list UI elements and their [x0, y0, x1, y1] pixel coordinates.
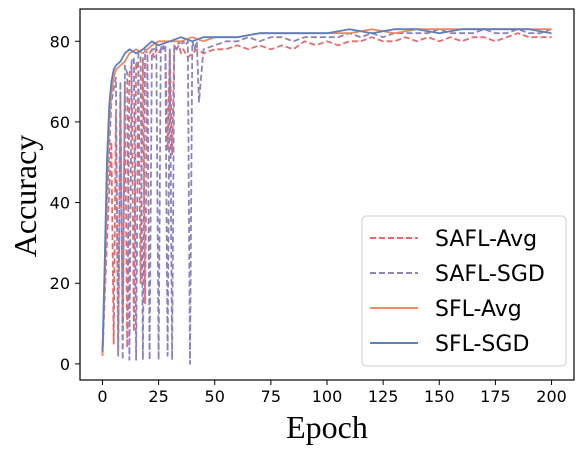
legend-label-sfl-avg: SFL-Avg: [435, 297, 522, 322]
x-tick-label: 75: [261, 387, 281, 406]
y-axis-title: Accuracy: [7, 135, 43, 258]
x-axis: 0 25 50 75 100 125 150 175 200: [97, 380, 567, 406]
y-tick-label: 80: [50, 32, 70, 51]
x-tick-label: 25: [148, 387, 168, 406]
legend: SAFL-Avg SAFL-SGD SFL-Avg SFL-SGD: [361, 215, 567, 367]
x-tick-label: 100: [312, 387, 343, 406]
y-tick-label: 0: [60, 355, 70, 374]
x-tick-label: 50: [205, 387, 225, 406]
series-line-sfl-avg: [101, 28, 552, 356]
y-axis: 0 20 40 60 80: [50, 32, 80, 374]
legend-label-safl-avg: SAFL-Avg: [435, 227, 537, 252]
legend-label-safl-sgd: SAFL-SGD: [435, 262, 545, 287]
series-line-sfl-sgd: [101, 28, 552, 352]
x-tick-label: 200: [536, 387, 567, 406]
legend-box: [361, 215, 567, 367]
legend-label-sfl-sgd: SFL-SGD: [435, 332, 529, 357]
series-line-safl-sgd: [101, 28, 552, 365]
y-tick-label: 40: [50, 194, 70, 213]
series-line-safl-avg: [101, 32, 552, 356]
y-tick-label: 20: [50, 274, 70, 293]
x-tick-label: 0: [97, 387, 107, 406]
x-tick-label: 150: [424, 387, 455, 406]
x-axis-title: Epoch: [286, 409, 368, 445]
x-tick-label: 125: [368, 387, 399, 406]
x-tick-label: 175: [480, 387, 511, 406]
plot-series: [101, 28, 552, 365]
y-tick-label: 60: [50, 113, 70, 132]
